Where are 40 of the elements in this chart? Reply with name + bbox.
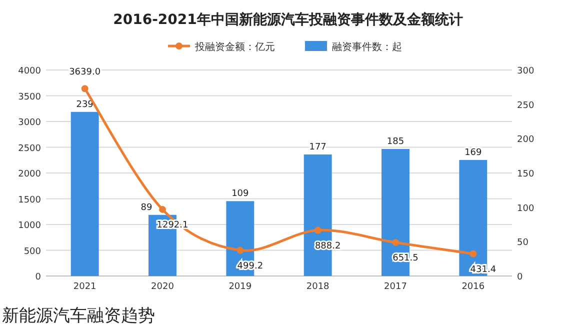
point: [236, 246, 244, 254]
y-tick-label: 2500: [18, 144, 42, 154]
y-tick-label: 1000: [18, 221, 42, 231]
y2-tick-label: 50: [517, 238, 529, 248]
y2-tick-label: 300: [517, 66, 534, 76]
point: [81, 85, 88, 92]
data-label: 177: [309, 142, 326, 152]
x-tick-label: 2019: [228, 282, 252, 292]
bar: [70, 112, 99, 276]
point: [392, 238, 399, 246]
y2-tick-label: 100: [517, 204, 534, 214]
data-label: 109: [232, 189, 250, 200]
chart-title: 2016-2021年中国新能源汽车投融资事件数及金额统计: [113, 11, 463, 28]
y-tick-label: 2000: [18, 170, 42, 180]
y2-tick-label: 200: [517, 135, 534, 146]
y-tick-label: 0: [35, 272, 42, 282]
legend-label: 融资事件数：起: [332, 41, 402, 53]
y2-tick-label: 250: [517, 100, 534, 111]
point: [470, 250, 477, 258]
y2-tick-label: 150: [517, 170, 534, 180]
y2-tick-label: 0: [517, 272, 523, 282]
point: [159, 206, 166, 213]
data-label: 185: [386, 136, 404, 147]
y-tick-label: 3500: [18, 92, 42, 102]
text: 新能源汽车融资趋势: [2, 306, 155, 326]
x-tick-label: 2018: [306, 282, 330, 292]
y-tick-label: 3000: [18, 118, 42, 128]
data-label: 3639.0: [69, 68, 101, 78]
x-tick-label: 2020: [151, 282, 174, 292]
legend-label: 投融资金额：亿元: [194, 41, 275, 53]
y-tick-label: 1500: [18, 195, 42, 206]
data-label: 169: [464, 148, 482, 158]
x-tick-label: 2017: [384, 282, 407, 292]
y-tick-label: 500: [24, 246, 42, 257]
data-label: 89: [140, 202, 152, 213]
y-tick-label: 4000: [18, 66, 42, 76]
x-tick-label: 2021: [73, 282, 96, 292]
data-label: 239: [76, 100, 94, 110]
x-tick-label: 2016: [462, 282, 485, 292]
point: [314, 226, 322, 234]
